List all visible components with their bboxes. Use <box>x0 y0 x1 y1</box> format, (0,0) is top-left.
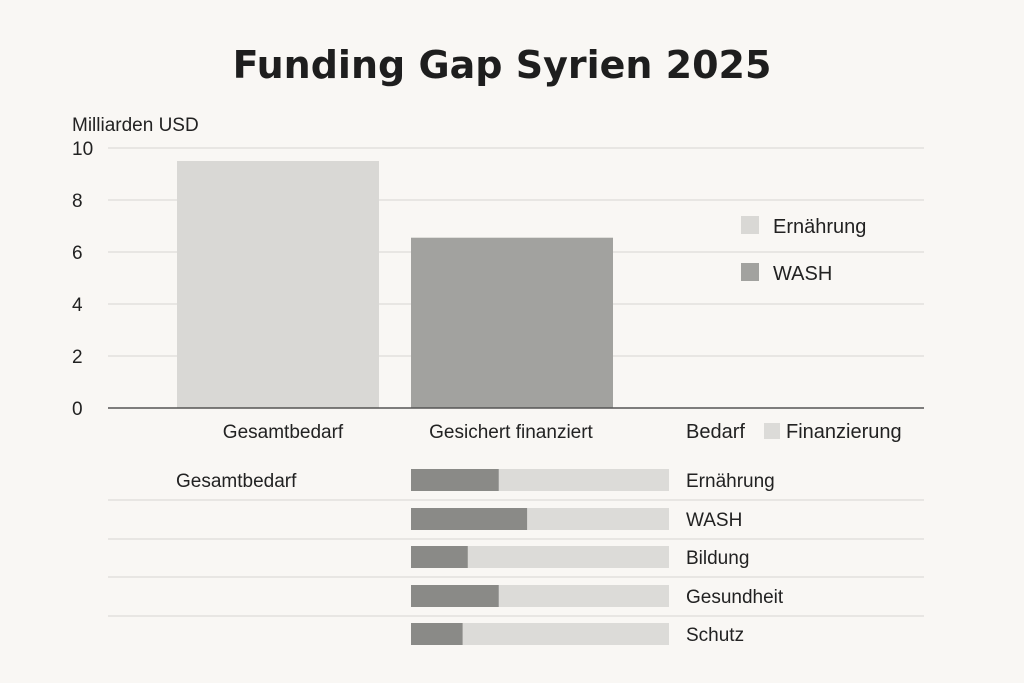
funded-bar <box>411 585 499 607</box>
legend-label: WASH <box>773 263 832 285</box>
legend-label: Bedarf <box>686 421 745 443</box>
bar-2 <box>411 237 613 408</box>
bar-1 <box>177 161 379 408</box>
legend-swatch <box>764 423 780 439</box>
chart-title: Funding Gap Syrien 2025 <box>233 43 772 87</box>
row-category-label: WASH <box>686 510 742 531</box>
funded-bar <box>411 469 499 491</box>
y-tick-label: 4 <box>72 295 83 316</box>
row-category-label: Bildung <box>686 548 749 569</box>
y-tick-label: 2 <box>72 347 83 368</box>
x-category-label: Gesamtbedarf <box>223 422 344 443</box>
legend-label: Finanzierung <box>786 421 902 443</box>
y-tick-label: 6 <box>72 243 83 264</box>
y-axis-label: Milliarden USD <box>72 115 199 136</box>
legend-swatch <box>741 263 759 281</box>
row-category-label: Gesundheit <box>686 587 784 608</box>
legend-label: Ernährung <box>773 216 866 238</box>
x-category-label: Gesichert finanziert <box>429 422 593 443</box>
y-tick-label: 0 <box>72 399 83 420</box>
track-bar <box>411 546 669 568</box>
y-tick-label: 8 <box>72 191 83 212</box>
legend-swatch <box>741 216 759 234</box>
row-category-label: Ernährung <box>686 471 775 492</box>
y-tick-label: 10 <box>72 139 93 160</box>
funded-bar <box>411 623 463 645</box>
section-label: Gesamtbedarf <box>176 471 297 492</box>
funded-bar <box>411 546 468 568</box>
funded-bar <box>411 508 528 530</box>
row-category-label: Schutz <box>686 625 744 646</box>
track-bar <box>411 623 669 645</box>
